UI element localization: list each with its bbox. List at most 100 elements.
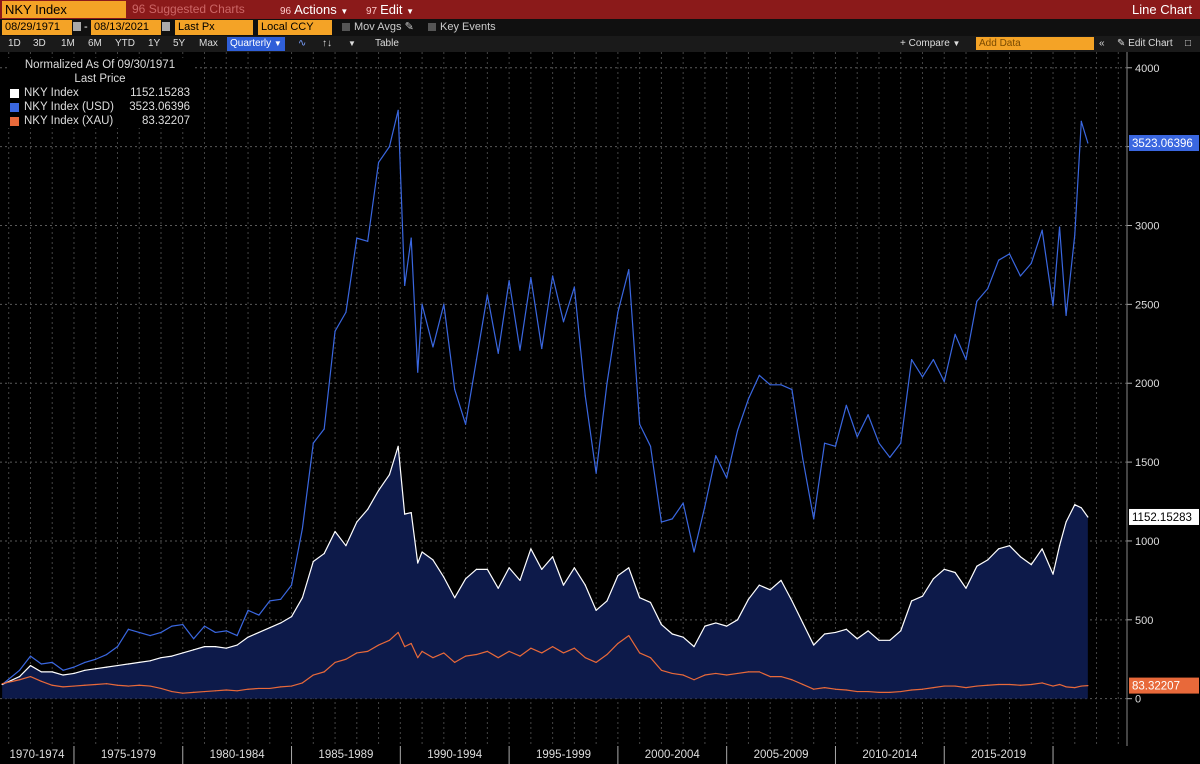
y-tick-label: 4000 (1135, 63, 1159, 75)
legend-item[interactable]: NKY Index (USD) 3523.06396 (7, 100, 193, 114)
series-point (421, 303, 423, 305)
period-1d[interactable]: 1D (8, 38, 21, 49)
bar-chart-icon[interactable]: ↑↓ (322, 38, 332, 49)
series-point (62, 686, 64, 688)
series-point (530, 548, 532, 550)
series-point (878, 639, 880, 641)
series-point (377, 644, 380, 646)
series-point (943, 381, 945, 383)
calendar-icon[interactable] (73, 22, 81, 31)
checkbox-icon (428, 23, 436, 32)
series-point (193, 638, 195, 640)
series-point (334, 330, 336, 332)
pencil-icon: ✎ (1117, 38, 1126, 49)
period-3d[interactable]: 3D (33, 38, 46, 49)
series-point (84, 669, 86, 671)
series-point (900, 690, 902, 693)
legend-item[interactable]: NKY Index 1152.15283 (7, 86, 193, 100)
series-point (1008, 253, 1011, 255)
suggested-num: 96 (132, 2, 146, 16)
series-point (225, 647, 227, 649)
series-point (965, 358, 967, 361)
series-point (976, 300, 978, 302)
end-date-input[interactable]: 08/13/2021 (91, 20, 161, 35)
series-point (639, 597, 641, 599)
series-point (726, 674, 728, 676)
series-point (51, 661, 53, 664)
start-date-input[interactable]: 08/29/1971 (2, 20, 72, 35)
series-point (73, 685, 75, 687)
double-chevron-left-icon[interactable]: « (1099, 38, 1105, 49)
expand-icon[interactable]: □ (1185, 38, 1192, 49)
series-point (987, 684, 989, 686)
series-point (301, 682, 304, 684)
series-point (932, 578, 934, 580)
ticker-input[interactable]: NKY Index (2, 1, 126, 18)
period-1m[interactable]: 1M (61, 38, 75, 49)
date-separator: - (84, 21, 88, 33)
key-events-toggle[interactable]: Key Events (428, 21, 496, 34)
series-point (475, 653, 478, 656)
period-5y[interactable]: 5Y (173, 38, 186, 49)
x-tick-label: 1985-1989 (318, 749, 373, 761)
add-data-input[interactable]: Add Data (976, 37, 1094, 50)
series-point (736, 619, 739, 621)
series-point (397, 445, 399, 447)
series-point (51, 671, 53, 673)
edit-chart-label: Edit Chart (1128, 38, 1173, 49)
series-point (388, 639, 391, 641)
series-point (508, 650, 510, 652)
series-point (736, 672, 739, 675)
period-1y[interactable]: 1Y (148, 38, 161, 49)
frequency-select[interactable]: Quarterly ▼ (227, 37, 285, 51)
mov-avgs-toggle[interactable]: Mov Avgs ✎ (342, 21, 414, 34)
series-point (780, 579, 782, 581)
series-point (323, 552, 325, 555)
series-point (758, 671, 760, 673)
series-point (617, 311, 619, 313)
chevron-down-icon[interactable]: ▼ (348, 39, 356, 48)
compare-button[interactable]: + Compare ▼ (900, 37, 960, 51)
series-point (138, 661, 140, 664)
series-point (149, 660, 151, 662)
series-point (889, 456, 891, 458)
series-point (1087, 142, 1089, 144)
series-point (367, 508, 369, 511)
line-chart-icon[interactable]: ∿ (298, 38, 307, 49)
actions-menu-button[interactable]: 96 Actions ▼ (276, 1, 352, 18)
series-point (95, 658, 97, 660)
series-point (769, 676, 771, 678)
series-point (649, 445, 652, 447)
series-point (486, 568, 488, 570)
series-point (269, 627, 271, 629)
period-6m[interactable]: 6M (88, 38, 102, 49)
suggested-charts-button[interactable]: 96 Suggested Charts (132, 2, 245, 17)
period-ytd[interactable]: YTD (115, 38, 135, 49)
series-point (404, 284, 406, 287)
series-point (552, 646, 554, 648)
settings-row: 08/29/1971 - 08/13/2021 Last Px Local CC… (0, 19, 1200, 36)
series-point (693, 551, 695, 553)
series-point (845, 404, 847, 406)
series-point (280, 598, 282, 600)
period-max[interactable]: Max (199, 38, 218, 49)
legend-item[interactable]: NKY Index (XAU) 83.32207 (7, 114, 193, 128)
edit-num: 97 (366, 6, 378, 17)
series-point (312, 674, 314, 676)
currency-select[interactable]: Local CCY (258, 20, 332, 35)
series-point (290, 685, 293, 687)
series-point (497, 587, 499, 589)
series-point (236, 690, 238, 692)
series-point (410, 237, 412, 239)
edit-chart-button[interactable]: ✎ Edit Chart (1117, 37, 1173, 51)
series-point (1074, 687, 1076, 689)
price-field-select[interactable]: Last Px (175, 20, 253, 35)
table-button[interactable]: Table (375, 38, 399, 49)
edit-menu-button[interactable]: 97 Edit ▼ (362, 1, 418, 18)
pencil-icon[interactable]: ✎ (404, 21, 414, 33)
series-point (552, 275, 554, 277)
chevron-down-icon: ▼ (340, 7, 349, 16)
series-point (18, 669, 21, 671)
series-point (932, 358, 934, 361)
calendar-icon[interactable] (162, 22, 170, 31)
